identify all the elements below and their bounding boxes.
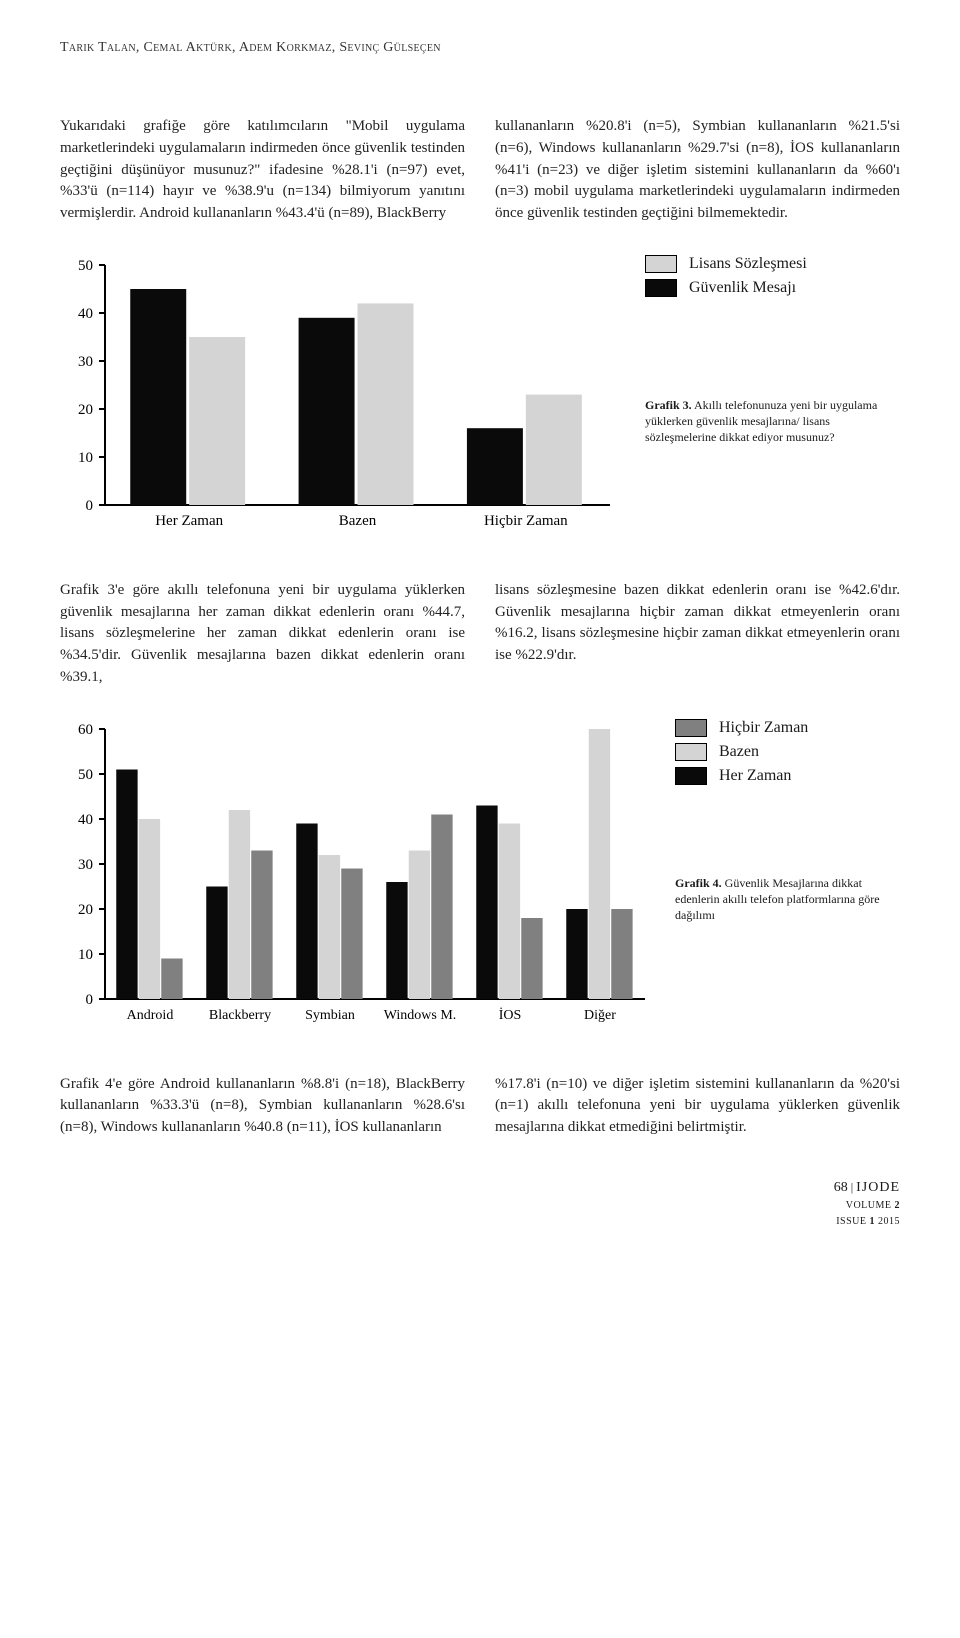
svg-text:10: 10 xyxy=(78,947,93,963)
svg-text:30: 30 xyxy=(78,354,93,370)
legend-item: Bazen xyxy=(675,743,900,761)
svg-text:Her Zaman: Her Zaman xyxy=(155,513,223,529)
paragraph-block-3: Grafik 4'e göre Android kullananların %8… xyxy=(60,1074,900,1139)
para3-right: %17.8'i (n=10) ve diğer işletim sistemin… xyxy=(495,1074,900,1139)
legend-swatch xyxy=(675,719,707,737)
svg-text:Windows M.: Windows M. xyxy=(384,1008,457,1023)
para1-left: Yukarıdaki grafiğe göre katılımcıların "… xyxy=(60,116,465,225)
svg-text:0: 0 xyxy=(86,498,94,514)
para1-right: kullananların %20.8'i (n=5), Symbian kul… xyxy=(495,116,900,225)
svg-text:Bazen: Bazen xyxy=(339,513,377,529)
svg-text:50: 50 xyxy=(78,767,93,783)
chart4-caption: Grafik 4. Güvenlik Mesajlarına dikkat ed… xyxy=(675,875,900,924)
issue-label: issue xyxy=(836,1216,866,1227)
legend-item: Lisans Sözleşmesi xyxy=(645,255,900,273)
legend-swatch xyxy=(675,743,707,761)
journal-name: IJODE xyxy=(856,1180,900,1195)
volume-label: volume xyxy=(846,1200,892,1211)
page-number: 68 xyxy=(834,1180,848,1195)
legend-item: Güvenlik Mesajı xyxy=(645,279,900,297)
issue-num: 1 xyxy=(870,1216,876,1227)
year: 2015 xyxy=(878,1216,900,1227)
svg-text:30: 30 xyxy=(78,857,93,873)
svg-text:Blackberry: Blackberry xyxy=(209,1008,271,1023)
author-line: Tarık Talan, Cemal Aktürk, Adem Korkmaz,… xyxy=(60,40,900,56)
svg-text:60: 60 xyxy=(78,722,93,738)
chart4-legend: Hiçbir Zaman Bazen Her Zaman xyxy=(675,719,900,785)
svg-text:20: 20 xyxy=(78,902,93,918)
svg-text:İOS: İOS xyxy=(499,1007,522,1023)
para2-left: Grafik 3'e göre akıllı telefonuna yeni b… xyxy=(60,580,465,689)
paragraph-block-1: Yukarıdaki grafiğe göre katılımcıların "… xyxy=(60,116,900,225)
legend-label: Her Zaman xyxy=(719,767,791,785)
chart4-row: 0 10 20 30 40 50 60 Android Blackberry Symbian Win… xyxy=(60,719,900,1034)
chart4: 0 10 20 30 40 50 60 Android Blackberry Symbian Win… xyxy=(60,719,650,1034)
legend-swatch xyxy=(645,255,677,273)
svg-text:Symbian: Symbian xyxy=(305,1008,355,1023)
para3-left: Grafik 4'e göre Android kullananların %8… xyxy=(60,1074,465,1139)
chart3-legend: Lisans Sözleşmesi Güvenlik Mesajı xyxy=(645,255,900,297)
svg-text:Diğer: Diğer xyxy=(584,1008,616,1023)
chart3-row: 0 10 20 30 40 50 Her Zaman Bazen Hiçbir Zaman Li… xyxy=(60,255,900,540)
legend-item: Her Zaman xyxy=(675,767,900,785)
chart3-caption: Grafik 3. Akıllı telefonunuza yeni bir u… xyxy=(645,397,900,446)
legend-label: Lisans Sözleşmesi xyxy=(689,255,807,273)
svg-text:50: 50 xyxy=(78,258,93,274)
legend-swatch xyxy=(645,279,677,297)
page-footer: 68 | IJODE volume 2 issue 1 2015 xyxy=(60,1179,900,1228)
legend-label: Hiçbir Zaman xyxy=(719,719,808,737)
chart3: 0 10 20 30 40 50 Her Zaman Bazen Hiçbir Zaman xyxy=(60,255,620,540)
svg-text:0: 0 xyxy=(86,992,94,1008)
svg-text:10: 10 xyxy=(78,450,93,466)
paragraph-block-2: Grafik 3'e göre akıllı telefonuna yeni b… xyxy=(60,580,900,689)
legend-label: Bazen xyxy=(719,743,759,761)
svg-text:Hiçbir Zaman: Hiçbir Zaman xyxy=(484,513,568,529)
legend-label: Güvenlik Mesajı xyxy=(689,279,796,297)
legend-swatch xyxy=(675,767,707,785)
legend-item: Hiçbir Zaman xyxy=(675,719,900,737)
chart3-caption-bold: Grafik 3. xyxy=(645,398,692,412)
svg-text:40: 40 xyxy=(78,306,93,322)
para2-right: lisans sözleşmesine bazen dikkat edenler… xyxy=(495,580,900,667)
svg-text:40: 40 xyxy=(78,812,93,828)
chart4-caption-bold: Grafik 4. xyxy=(675,876,722,890)
chart4-svg: 0 10 20 30 40 50 60 Android Blackberry Symbian Win… xyxy=(60,719,650,1029)
chart3-svg: 0 10 20 30 40 50 Her Zaman Bazen Hiçbir Zaman xyxy=(60,255,620,535)
volume-num: 2 xyxy=(895,1200,901,1211)
svg-text:20: 20 xyxy=(78,402,93,418)
svg-text:Android: Android xyxy=(127,1008,174,1023)
